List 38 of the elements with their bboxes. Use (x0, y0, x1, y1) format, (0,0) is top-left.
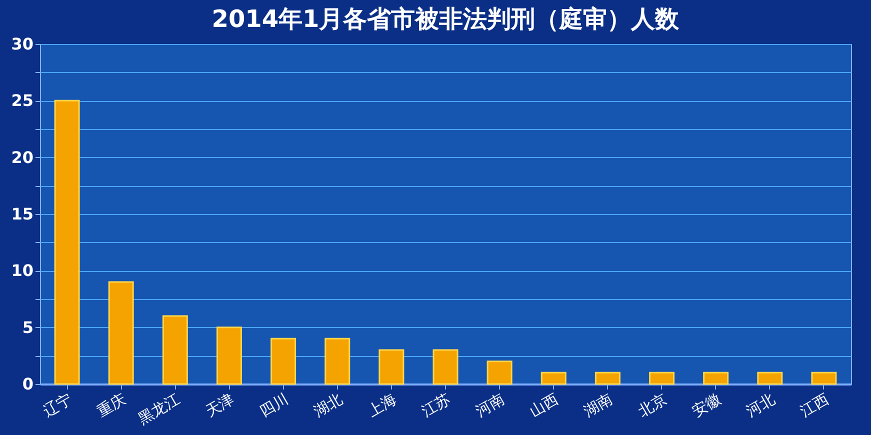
bar (54, 100, 80, 385)
y-tick-label: 5 (22, 318, 34, 337)
y-tick-label: 15 (11, 204, 34, 224)
y-tick-label: 0 (22, 374, 34, 394)
x-tick-label: 湖南 (580, 390, 616, 420)
bar (540, 372, 566, 385)
bar (757, 372, 783, 385)
x-tick-label: 上海 (364, 390, 400, 420)
x-tick-label: 河北 (742, 390, 778, 420)
x-tick-label: 辽宁 (40, 390, 76, 420)
bar (162, 315, 188, 385)
x-tick-label: 天津 (202, 390, 238, 420)
x-tick-label: 湖北 (310, 390, 346, 420)
bar (486, 360, 512, 385)
bar (216, 326, 242, 385)
bar (378, 349, 404, 385)
bar (108, 281, 134, 385)
y-tick-label: 10 (11, 261, 34, 280)
x-tick-label: 四川 (256, 390, 292, 420)
y-tick-label: 30 (11, 34, 34, 54)
bar (324, 338, 350, 385)
x-tick-label: 黑龙江 (135, 390, 184, 428)
x-tick-label: 安徽 (688, 390, 724, 420)
x-tick-label: 北京 (634, 390, 670, 420)
x-tick-label: 重庆 (94, 390, 130, 420)
y-tick-label: 20 (11, 148, 34, 167)
bar (270, 338, 296, 385)
bar (649, 372, 675, 385)
y-tick-label: 25 (11, 91, 34, 110)
bar (594, 372, 620, 385)
x-tick-label: 山西 (526, 390, 562, 420)
x-tick-label: 江西 (796, 390, 832, 420)
x-tick-label: 江苏 (418, 390, 454, 420)
bar (703, 372, 729, 385)
chart-title: 2014年1月各省市被非法判刑（庭审）人数 (212, 5, 680, 33)
x-tick-label: 河南 (472, 390, 508, 420)
bar (811, 372, 837, 385)
bar (432, 349, 458, 385)
